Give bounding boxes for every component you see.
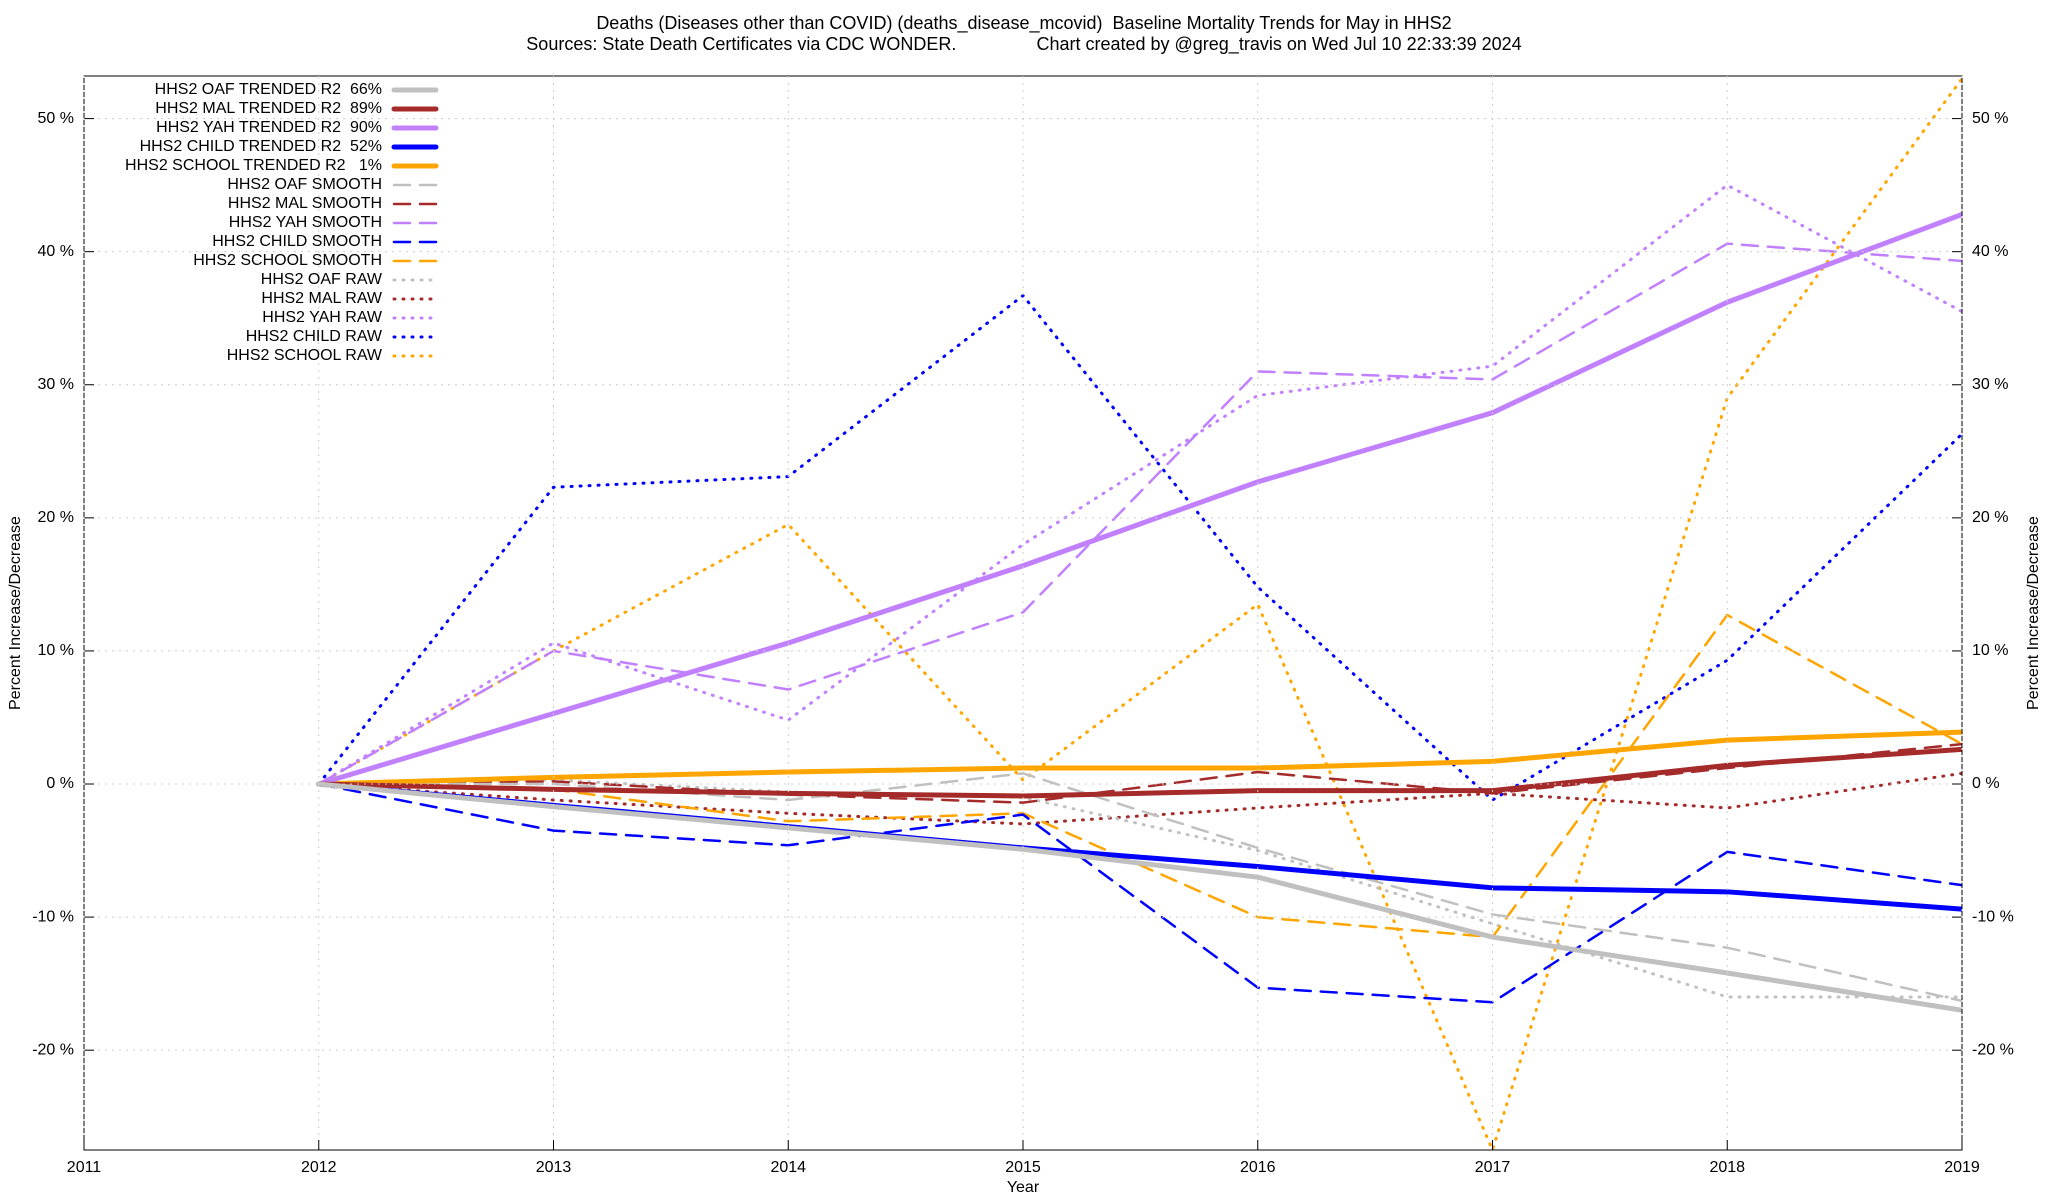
legend-label: HHS2 YAH SMOOTH: [229, 214, 382, 231]
legend-label: HHS2 MAL SMOOTH: [228, 195, 382, 212]
x-tick-label: 2016: [1240, 1159, 1276, 1176]
legend-label: HHS2 SCHOOL SMOOTH: [193, 252, 382, 269]
series-line: [317, 782, 1962, 1004]
legend-label: HHS2 SCHOOL TRENDED R2 1%: [125, 157, 382, 174]
legend-label: HHS2 CHILD TRENDED R2 52%: [140, 138, 382, 155]
legend-label: HHS2 CHILD RAW: [246, 328, 383, 345]
series-line: [317, 772, 1962, 1003]
chart-title: Deaths (Diseases other than COVID) (deat…: [596, 13, 1451, 34]
y2-tick-label: -20 %: [1972, 1041, 2014, 1058]
y-axis-label: Percent Increase/Decrease: [7, 516, 24, 710]
legend-label: HHS2 OAF TRENDED R2 66%: [155, 81, 382, 98]
y2-tick-label: 0 %: [1972, 775, 2000, 792]
series-line: [316, 729, 1962, 787]
x-tick-label: 2017: [1475, 1159, 1511, 1176]
x-tick-label: 2019: [1944, 1159, 1980, 1176]
y-tick-label: 0 %: [46, 775, 74, 792]
y-tick-label: 20 %: [38, 509, 74, 526]
x-tick-label: 2014: [770, 1159, 806, 1176]
x-tick-label: 2018: [1709, 1159, 1745, 1176]
plot-area: [316, 77, 1962, 1150]
series-line: [317, 242, 1962, 786]
y-tick-label: -20 %: [32, 1041, 74, 1058]
x-tick-label: 2012: [301, 1159, 337, 1176]
legend-label: HHS2 OAF SMOOTH: [227, 176, 382, 193]
y2-tick-label: 40 %: [1972, 243, 2008, 260]
y2-tick-label: 30 %: [1972, 376, 2008, 393]
y-tick-label: -10 %: [32, 908, 74, 925]
legend-label: HHS2 CHILD SMOOTH: [212, 233, 382, 250]
x-axis-label: Year: [1007, 1179, 1040, 1196]
y-tick-label: 40 %: [38, 243, 74, 260]
legend-label: HHS2 SCHOOL RAW: [227, 347, 383, 364]
series-line: [316, 781, 1962, 1013]
legend-label: HHS2 YAH TRENDED R2 90%: [156, 119, 382, 136]
legend-label: HHS2 YAH RAW: [262, 309, 383, 326]
legend-label: HHS2 MAL RAW: [261, 290, 383, 307]
series-line: [317, 742, 1962, 804]
legend-label: HHS2 OAF RAW: [261, 271, 383, 288]
x-tick-label: 2013: [536, 1159, 572, 1176]
x-tick-label: 2011: [67, 1159, 102, 1176]
y2-axis-label: Percent Increase/Decrease: [2025, 516, 2042, 710]
y2-tick-label: -10 %: [1972, 908, 2014, 925]
series-line: [317, 294, 1962, 802]
y2-tick-label: 10 %: [1972, 642, 2008, 659]
series-line: [316, 211, 1962, 787]
series-line: [317, 77, 1962, 1150]
series-line: [317, 778, 1962, 999]
y2-tick-label: 50 %: [1972, 110, 2008, 127]
y2-tick-label: 20 %: [1972, 509, 2008, 526]
series-line: [317, 183, 1962, 786]
legend-label: HHS2 MAL TRENDED R2 89%: [155, 100, 382, 117]
y-tick-label: 50 %: [38, 110, 74, 127]
series-line: [316, 781, 1962, 912]
chart-subtitle: Sources: State Death Certificates via CD…: [526, 34, 1521, 55]
x-tick-label: 2015: [1005, 1159, 1041, 1176]
series-line: [316, 746, 1962, 799]
y-tick-label: 30 %: [38, 376, 74, 393]
y-tick-label: 10 %: [38, 642, 74, 659]
